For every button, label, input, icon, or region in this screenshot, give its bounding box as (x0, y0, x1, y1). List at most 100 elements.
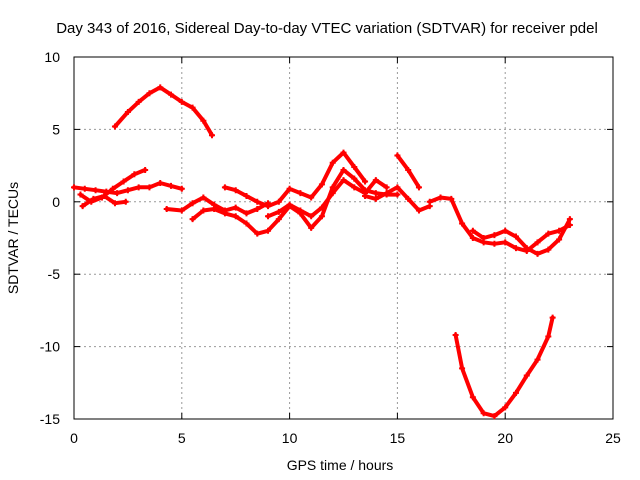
series-arc-5 (163, 194, 272, 217)
data-point (340, 166, 347, 173)
data-point (512, 389, 519, 396)
data-point (318, 204, 325, 211)
data-point (275, 216, 282, 223)
data-point (469, 394, 476, 401)
data-point (545, 246, 552, 253)
data-point (512, 245, 519, 252)
x-axis-label: GPS time / hours (287, 457, 394, 473)
series-arc-7 (221, 149, 369, 210)
data-point (534, 250, 541, 257)
data-point (469, 235, 476, 241)
data-point (189, 104, 196, 111)
y-axis-label: SDTVAR / TECUs (5, 182, 21, 294)
data-point (211, 206, 218, 213)
data-point (329, 184, 336, 191)
data-point (157, 179, 164, 186)
data-point (243, 193, 250, 200)
data-point (452, 332, 459, 339)
y-tick-label: -10 (40, 339, 60, 355)
data-point (415, 184, 422, 191)
series-arc-9 (362, 184, 433, 214)
data-point (79, 203, 86, 210)
data-point (405, 195, 412, 202)
data-point (178, 98, 185, 105)
data-point (437, 194, 444, 201)
series-arc-13 (452, 314, 556, 420)
series-arc-10 (394, 152, 422, 191)
data-point (415, 207, 422, 214)
data-point (200, 117, 207, 124)
data-point (372, 190, 379, 197)
series-arc-1 (111, 84, 215, 139)
data-point (491, 232, 498, 239)
data-point (146, 184, 153, 191)
data-point (502, 239, 509, 246)
data-point (286, 201, 293, 208)
data-point (200, 194, 207, 201)
series-track (164, 195, 270, 216)
series-arc-12 (469, 216, 573, 257)
data-point (254, 230, 261, 237)
data-point (351, 175, 358, 182)
data-point (459, 220, 466, 227)
data-point (265, 213, 272, 220)
data-point (549, 314, 556, 321)
data-point (340, 177, 347, 184)
data-point (286, 185, 293, 192)
data-point (232, 213, 239, 220)
data-point (351, 164, 358, 171)
data-point (135, 184, 142, 191)
data-point (318, 181, 325, 188)
data-point (534, 239, 541, 246)
data-point (200, 207, 207, 214)
series-arc-4 (79, 193, 129, 210)
data-point (566, 216, 573, 223)
data-point (394, 184, 401, 191)
data-point (178, 185, 185, 192)
data-point (101, 193, 108, 200)
data-point (351, 184, 358, 191)
data-point (265, 227, 272, 234)
data-point (383, 190, 390, 197)
data-point (124, 187, 131, 194)
data-point (362, 178, 369, 185)
x-tick-label: 5 (178, 430, 186, 446)
data-point (71, 184, 77, 191)
data-point (394, 152, 401, 159)
data-point (512, 233, 519, 240)
data-point (189, 200, 196, 207)
data-point (275, 198, 282, 205)
data-point (545, 230, 552, 237)
series-track (113, 85, 214, 138)
data-point (243, 210, 250, 217)
data-point (372, 195, 379, 202)
data-point (81, 185, 88, 192)
data-point (232, 187, 239, 194)
series-track (470, 217, 572, 256)
data-point (329, 159, 336, 166)
data-point (340, 149, 347, 156)
data-point (469, 227, 476, 234)
x-tick-label: 10 (282, 430, 298, 446)
data-point (502, 227, 509, 234)
y-tick-label: 5 (52, 121, 60, 137)
data-point (448, 195, 455, 202)
data-point (114, 190, 121, 197)
data-point (163, 206, 170, 213)
data-point (459, 365, 466, 372)
axis-ticks: 0 5 10 15 20 25 -15 -10 -5 0 5 10 (40, 49, 621, 446)
y-tick-label: 10 (44, 49, 60, 65)
data-point (90, 195, 97, 202)
data-point (111, 200, 118, 207)
data-point (308, 194, 315, 201)
series-arc-2 (71, 179, 185, 197)
data-point (426, 198, 433, 205)
data-point (545, 333, 552, 340)
data-point (208, 132, 215, 139)
data-point (556, 236, 563, 243)
data-point (232, 204, 239, 211)
data-point (168, 91, 175, 98)
y-tick-label: -15 (40, 411, 60, 427)
data-point (297, 207, 304, 214)
